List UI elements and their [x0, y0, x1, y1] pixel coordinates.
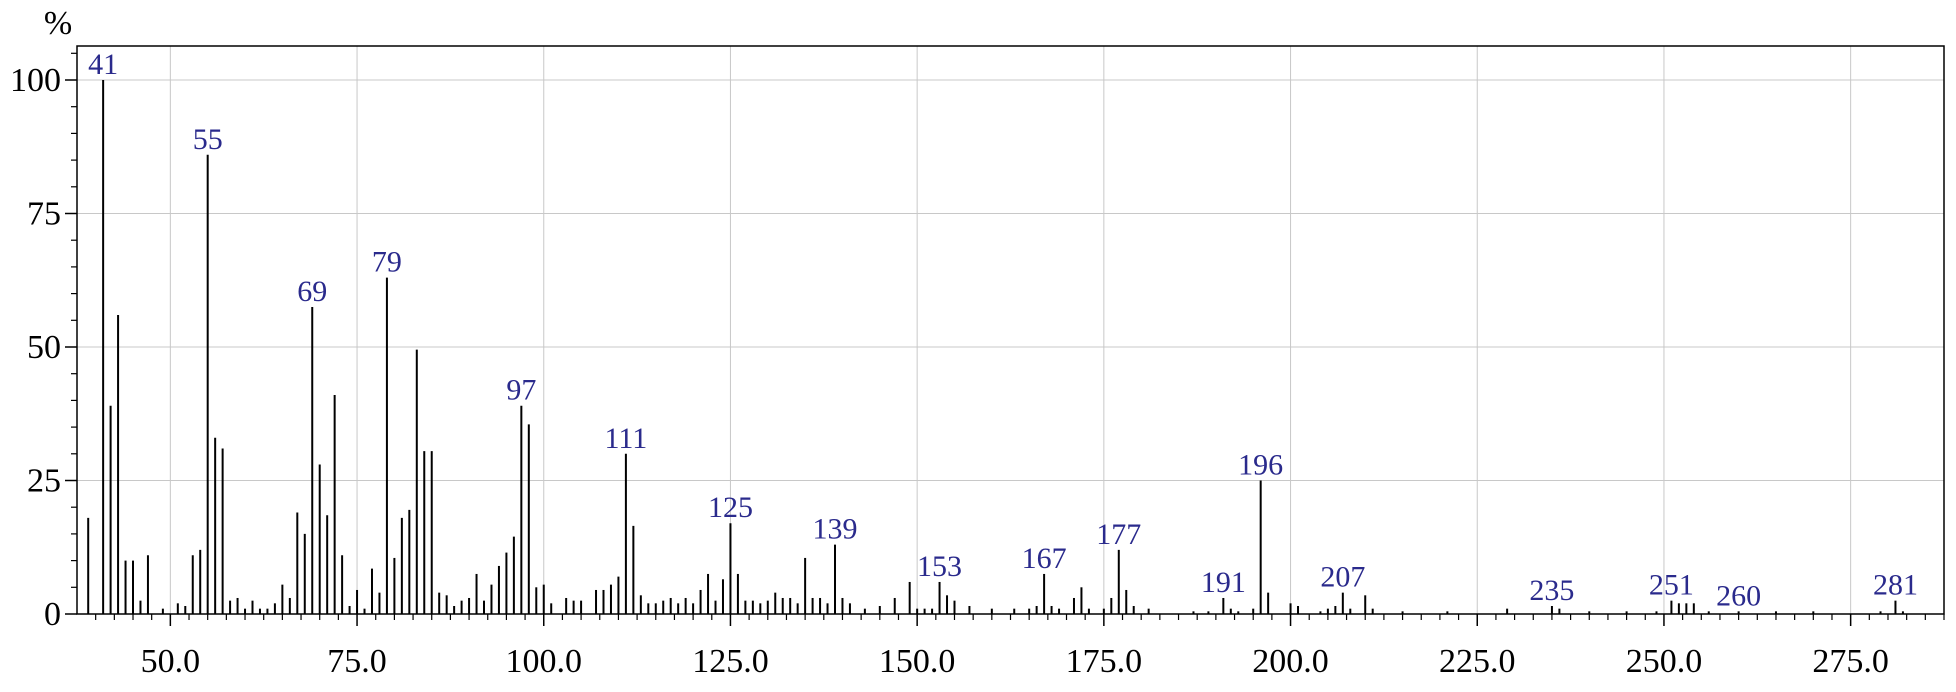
spectrum-bars: [87, 80, 1904, 614]
x-tick-label: 275.0: [1812, 643, 1889, 680]
y-axis-unit-label: %: [44, 5, 72, 42]
peak-label: 207: [1320, 561, 1365, 594]
peak-label: 251: [1649, 569, 1694, 602]
x-tick-label: 75.0: [327, 643, 387, 680]
peak-label: 235: [1529, 574, 1574, 607]
x-tick-label: 150.0: [879, 643, 956, 680]
x-tick-label: 225.0: [1439, 643, 1516, 680]
peak-label: 41: [88, 48, 118, 81]
peak-label: 79: [372, 246, 402, 279]
peak-label: 260: [1716, 579, 1761, 612]
y-tick-label: 75: [27, 196, 61, 233]
y-tick-label: 25: [27, 463, 61, 500]
x-tick-label: 50.0: [141, 643, 201, 680]
x-axis: 50.0 75.0 100.0 125.0 150.0 175.0 200.0 225.0 25…: [95, 614, 1945, 680]
peak-label: 196: [1238, 449, 1283, 482]
x-tick-label: 200.0: [1252, 643, 1329, 680]
y-tick-label: 0: [44, 596, 61, 633]
y-axis: 0 25 50 75 100: [10, 52, 77, 633]
peak-label: 281: [1873, 569, 1918, 602]
peak-label: 153: [917, 550, 962, 583]
peak-label: 55: [193, 123, 223, 156]
peak-labels: 41 55 69 79 97 111 125 139 153 167 177 191 196 207 235…: [88, 48, 1918, 612]
peak-label: 191: [1201, 566, 1246, 599]
x-tick-label: 125.0: [692, 643, 769, 680]
y-tick-label: 100: [10, 62, 61, 99]
y-tick-label: 50: [27, 329, 61, 366]
peak-label: 139: [813, 513, 858, 546]
peak-label: 69: [297, 275, 327, 308]
peak-label: 125: [708, 491, 753, 524]
grid-layer: [77, 46, 1944, 614]
x-tick-label: 175.0: [1066, 643, 1143, 680]
x-tick-label: 250.0: [1626, 643, 1703, 680]
peak-label: 111: [605, 422, 648, 455]
peak-label: 97: [506, 374, 536, 407]
peak-label: 167: [1022, 542, 1067, 575]
x-tick-label: 100.0: [506, 643, 583, 680]
peak-label: 177: [1096, 518, 1141, 551]
